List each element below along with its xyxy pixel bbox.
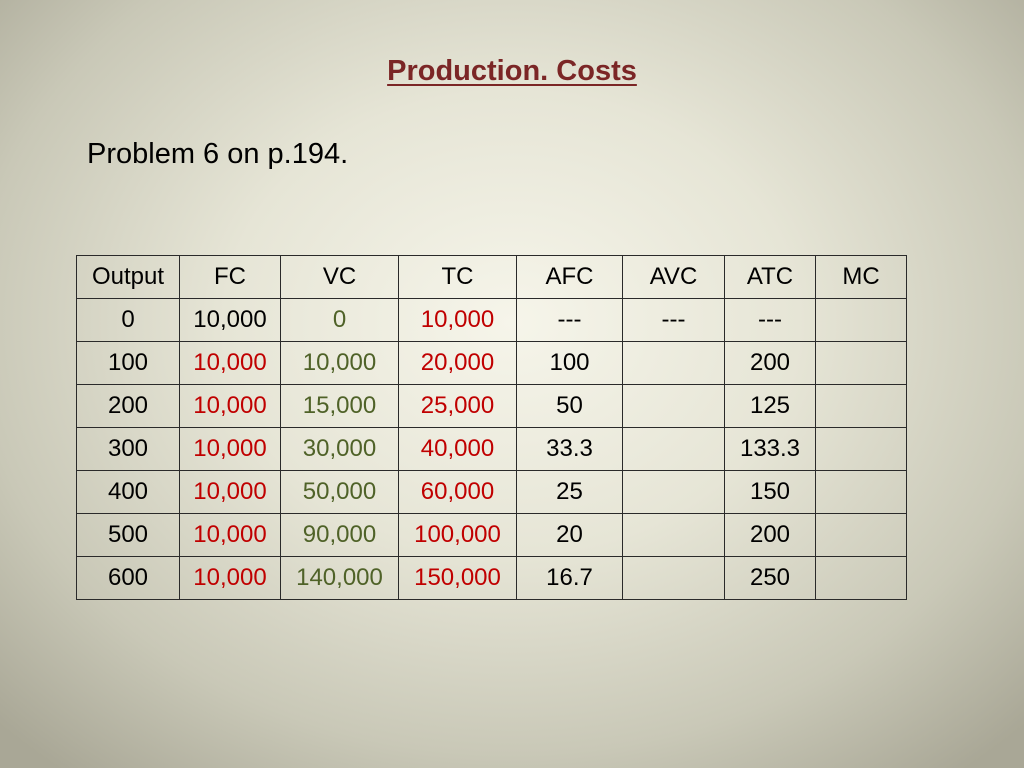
cell-atc: 133.3 <box>724 427 816 471</box>
cell-vc: 50,000 <box>280 470 399 514</box>
cell-afc: 100 <box>516 341 623 385</box>
problem-reference: Problem 6 on p.194. <box>87 138 349 170</box>
cell-atc: --- <box>724 298 816 342</box>
cell-fc: 10,000 <box>179 384 281 428</box>
cell-atc: 200 <box>724 513 816 557</box>
cell-vc: 15,000 <box>280 384 399 428</box>
cell-tc: 100,000 <box>398 513 517 557</box>
cell-fc: 10,000 <box>179 298 281 342</box>
cell-avc <box>622 513 725 557</box>
cell-vc: 30,000 <box>280 427 399 471</box>
table-header-row: Output FC VC TC AFC AVC ATC MC <box>76 255 907 299</box>
cell-atc: 200 <box>724 341 816 385</box>
cell-fc: 10,000 <box>179 513 281 557</box>
cell-atc: 250 <box>724 556 816 600</box>
cell-output: 0 <box>76 298 180 342</box>
cell-avc: --- <box>622 298 725 342</box>
header-avc: AVC <box>622 255 725 299</box>
cell-output: 300 <box>76 427 180 471</box>
cell-tc: 150,000 <box>398 556 517 600</box>
header-tc: TC <box>398 255 517 299</box>
table-row: 400 10,000 50,000 60,000 25 150 <box>76 470 907 514</box>
table-row: 200 10,000 15,000 25,000 50 125 <box>76 384 907 428</box>
cell-output: 200 <box>76 384 180 428</box>
cell-avc <box>622 470 725 514</box>
table-row: 500 10,000 90,000 100,000 20 200 <box>76 513 907 557</box>
cell-avc <box>622 427 725 471</box>
cost-table: Output FC VC TC AFC AVC ATC MC 0 10,000 … <box>76 255 907 600</box>
cell-atc: 150 <box>724 470 816 514</box>
cell-avc <box>622 341 725 385</box>
header-output: Output <box>76 255 180 299</box>
cell-fc: 10,000 <box>179 470 281 514</box>
table-row: 300 10,000 30,000 40,000 33.3 133.3 <box>76 427 907 471</box>
cell-mc <box>815 384 907 428</box>
cell-avc <box>622 556 725 600</box>
cell-mc <box>815 298 907 342</box>
slide-title: Production. Costs <box>387 55 637 87</box>
cell-vc: 90,000 <box>280 513 399 557</box>
table-row: 600 10,000 140,000 150,000 16.7 250 <box>76 556 907 600</box>
header-afc: AFC <box>516 255 623 299</box>
cell-mc <box>815 341 907 385</box>
cell-output: 100 <box>76 341 180 385</box>
cell-fc: 10,000 <box>179 556 281 600</box>
header-vc: VC <box>280 255 399 299</box>
header-atc: ATC <box>724 255 816 299</box>
cell-tc: 60,000 <box>398 470 517 514</box>
cell-output: 400 <box>76 470 180 514</box>
cell-afc: --- <box>516 298 623 342</box>
cell-vc: 0 <box>280 298 399 342</box>
cell-afc: 33.3 <box>516 427 623 471</box>
cell-afc: 50 <box>516 384 623 428</box>
cell-fc: 10,000 <box>179 341 281 385</box>
table-row: 0 10,000 0 10,000 --- --- --- <box>76 298 907 342</box>
cell-vc: 140,000 <box>280 556 399 600</box>
cell-tc: 40,000 <box>398 427 517 471</box>
cell-avc <box>622 384 725 428</box>
cell-mc <box>815 556 907 600</box>
cell-tc: 20,000 <box>398 341 517 385</box>
cell-afc: 25 <box>516 470 623 514</box>
cell-atc: 125 <box>724 384 816 428</box>
cell-tc: 25,000 <box>398 384 517 428</box>
cell-tc: 10,000 <box>398 298 517 342</box>
header-mc: MC <box>815 255 907 299</box>
cell-mc <box>815 470 907 514</box>
table-row: 100 10,000 10,000 20,000 100 200 <box>76 341 907 385</box>
header-fc: FC <box>179 255 281 299</box>
cell-output: 600 <box>76 556 180 600</box>
cell-output: 500 <box>76 513 180 557</box>
cell-afc: 20 <box>516 513 623 557</box>
cell-fc: 10,000 <box>179 427 281 471</box>
cell-afc: 16.7 <box>516 556 623 600</box>
cell-mc <box>815 427 907 471</box>
cell-mc <box>815 513 907 557</box>
cell-vc: 10,000 <box>280 341 399 385</box>
